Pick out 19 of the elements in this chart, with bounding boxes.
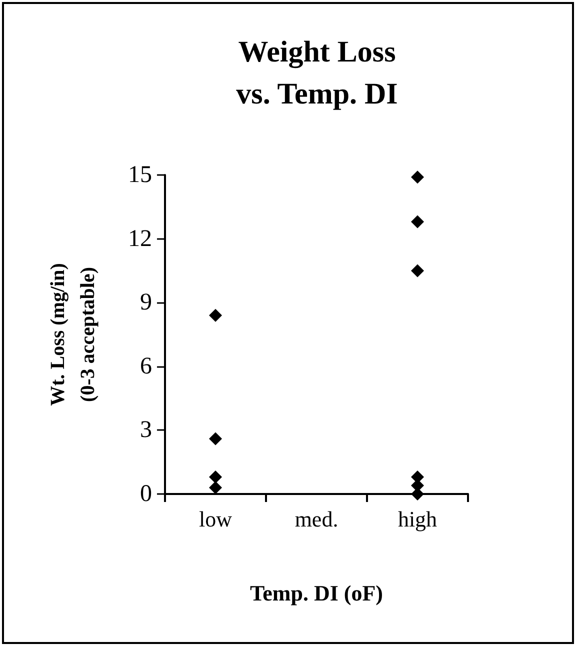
point: [411, 170, 424, 184]
x-tick-label: high: [398, 506, 438, 532]
chart-title: Weight Loss vs. Temp. DI: [236, 36, 398, 110]
y-axis-title: Wt. Loss (mg/in) (0-3 acceptable): [47, 263, 99, 406]
y-tick-label: 9: [140, 290, 152, 316]
y-tick-label: 15: [128, 162, 152, 188]
point: [411, 215, 424, 228]
point: [209, 470, 222, 484]
x-axis-title: Temp. DI (oF): [250, 580, 384, 606]
point: [209, 308, 222, 322]
y-tick-label: 6: [140, 353, 152, 380]
y-tick-label: 12: [128, 226, 152, 252]
x-tick-label: med.: [294, 506, 338, 532]
y-tick-label: 3: [140, 417, 152, 444]
point: [411, 264, 424, 278]
point: [209, 481, 222, 494]
point: [209, 432, 222, 446]
x-tick-label: low: [199, 506, 232, 532]
y-tick-label: 0: [140, 481, 152, 507]
